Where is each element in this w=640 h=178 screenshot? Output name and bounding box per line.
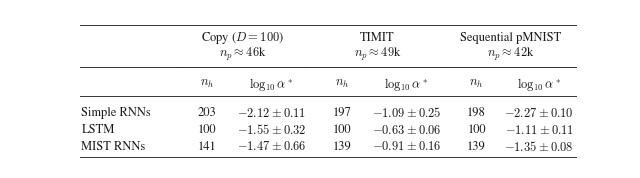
Text: $\log_{10} \alpha^*$: $\log_{10} \alpha^*$ [384, 76, 429, 93]
Text: 100: 100 [198, 124, 216, 136]
Text: 198: 198 [467, 107, 486, 119]
Text: $-1.55 \pm 0.32$: $-1.55 \pm 0.32$ [237, 123, 306, 137]
Text: 100: 100 [333, 124, 351, 136]
Text: $-0.63 \pm 0.06$: $-0.63 \pm 0.06$ [372, 124, 441, 137]
Text: $n_p \approx 42$k: $n_p \approx 42$k [487, 46, 535, 63]
Text: 203: 203 [198, 107, 216, 119]
Text: $n_p \approx 46$k: $n_p \approx 46$k [219, 46, 266, 63]
Text: 197: 197 [333, 107, 351, 119]
Text: $n_h$: $n_h$ [200, 78, 214, 90]
Text: $n_p \approx 49$k: $n_p \approx 49$k [354, 46, 401, 63]
Text: $\log_{10} \alpha^*$: $\log_{10} \alpha^*$ [517, 76, 561, 93]
Text: 100: 100 [467, 124, 486, 136]
Text: LSTM: LSTM [81, 124, 115, 136]
Text: TIMIT: TIMIT [360, 33, 395, 44]
Text: $-2.12 \pm 0.11$: $-2.12 \pm 0.11$ [237, 107, 306, 120]
Text: Simple RNNs: Simple RNNs [81, 107, 151, 119]
Text: Copy ($D = 100$): Copy ($D = 100$) [201, 30, 284, 46]
Text: Sequential pMNIST: Sequential pMNIST [460, 33, 562, 44]
Text: $n_h$: $n_h$ [469, 78, 484, 90]
Text: $-0.91 \pm 0.16$: $-0.91 \pm 0.16$ [372, 140, 441, 153]
Text: $-1.11 \pm 0.11$: $-1.11 \pm 0.11$ [504, 124, 574, 137]
Text: $-2.27 \pm 0.10$: $-2.27 \pm 0.10$ [504, 107, 574, 120]
Text: 141: 141 [198, 141, 216, 153]
Text: $-1.09 \pm 0.25$: $-1.09 \pm 0.25$ [372, 106, 441, 120]
Text: $n_h$: $n_h$ [335, 78, 349, 90]
Text: MIST RNNs: MIST RNNs [81, 141, 146, 153]
Text: 139: 139 [467, 141, 486, 153]
Text: $-1.35 \pm 0.08$: $-1.35 \pm 0.08$ [504, 140, 574, 154]
Text: 139: 139 [333, 141, 351, 153]
Text: $-1.47 \pm 0.66$: $-1.47 \pm 0.66$ [237, 140, 306, 153]
Text: $\log_{10} \alpha^*$: $\log_{10} \alpha^*$ [249, 76, 294, 93]
